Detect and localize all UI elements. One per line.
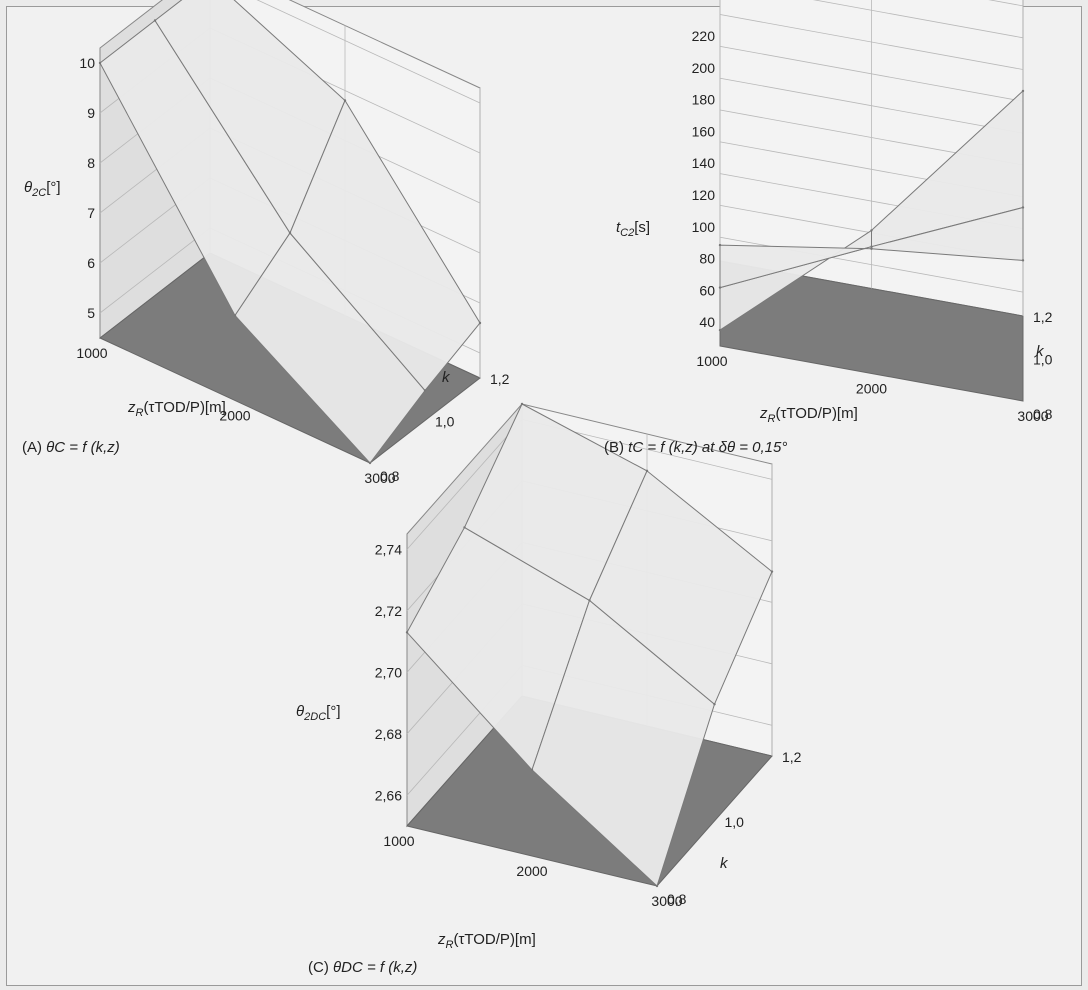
x-tick-label: 2000 [516,863,547,879]
x-tick-label: 2000 [856,381,887,397]
surface-point [520,402,524,406]
surface-point [478,321,482,325]
x-tick-label: 3000 [651,893,682,909]
x-tick-label: 2000 [219,408,250,424]
surface-point [588,599,591,602]
x-axis-label: zR(τTOD/P)[m] [127,399,226,419]
z-tick-label: 160 [692,123,716,139]
surface-point [368,461,372,465]
z-tick-label: 2,74 [375,541,402,557]
z-tick-label: 9 [87,105,95,121]
x-tick-label: 3000 [364,470,395,486]
z-axis-label: θ2DC[°] [296,703,341,723]
x-tick-label: 1000 [696,353,727,369]
z-tick-label: 80 [699,251,715,267]
surface-point [870,229,873,232]
y-tick-label: 0,8 [1033,406,1053,422]
z-tick-label: 10 [79,55,95,71]
x-tick-label: 3000 [1017,408,1048,424]
z-tick-label: 5 [87,305,95,321]
y-axis-label: k [442,369,451,386]
z-tick-label: 100 [692,219,716,235]
z-tick-label: 40 [699,314,715,330]
surface-point [1021,206,1025,209]
y-tick-label: 0,8 [667,891,687,907]
z-tick-label: 2,68 [375,726,402,742]
y-tick-label: 1,0 [435,414,455,430]
z-tick-label: 220 [692,28,716,44]
surface-point [153,19,157,22]
z-tick-label: 2,72 [375,603,402,619]
z-tick-label: 140 [692,155,716,171]
surface-point [405,631,409,634]
surface-point [288,231,292,235]
caption-a: (A) θC = f (k,z) [22,439,120,456]
surface-point [713,703,716,706]
y-tick-label: 1,2 [1033,309,1053,325]
z-tick-label: 8 [87,155,95,171]
surface-point [98,61,102,65]
panel-c: 2,662,682,702,722,741000200030000,81,01,… [296,402,802,951]
z-axis-label: θ2C[°] [24,179,61,199]
surface-point [1021,89,1025,93]
surface-point [870,247,873,250]
surface-point [718,328,722,332]
y-tick-label: 1,2 [490,371,510,387]
x-axis-label: zR(τTOD/P)[m] [437,931,536,951]
surface-point [233,314,237,317]
captions: (A) θC = f (k,z) (B) tC = f (k,z) at δθ =… [22,439,787,976]
z-tick-label: 2,66 [375,787,402,803]
y-tick-label: 1,0 [1033,352,1053,368]
surface-point [870,245,873,248]
y-tick-label: 1,2 [782,749,802,765]
z-tick-label: 120 [692,187,716,203]
surface-point [530,768,534,772]
surface-point [423,389,427,392]
z-tick-label: 200 [692,60,716,76]
surface-point [1021,259,1025,262]
x-tick-label: 1000 [383,833,414,849]
panel-b: 40 60 80 100 120 140 160 180 200 220 1000 2000 30000… [616,0,1053,425]
surface-point [343,99,347,102]
y-tick-label: 1,0 [725,814,745,830]
y-tick-label: 0,8 [380,468,400,484]
z-tick-label: 60 [699,282,715,298]
z-tick-label: 7 [87,205,95,221]
z-tick-label: 180 [692,92,716,108]
z-tick-label: 6 [87,255,95,271]
z-tick-label: 2,70 [375,664,402,680]
y-axis-label: k [1036,343,1045,360]
surface-point [718,286,722,289]
x-tick-label: 1000 [76,345,107,361]
surface-point [645,469,649,473]
surface-point [770,570,774,573]
surface-point [718,243,722,247]
surface-point [463,526,466,529]
y-axis-label: k [720,855,729,872]
caption-c: (C) θDC = f (k,z) [308,959,417,976]
x-axis-label: zR(τTOD/P)[m] [759,405,858,425]
z-axis-label: tC2[s] [616,219,650,239]
caption-b: (B) tC = f (k,z) at δθ = 0,15° [604,439,787,456]
surface-point [655,884,659,888]
